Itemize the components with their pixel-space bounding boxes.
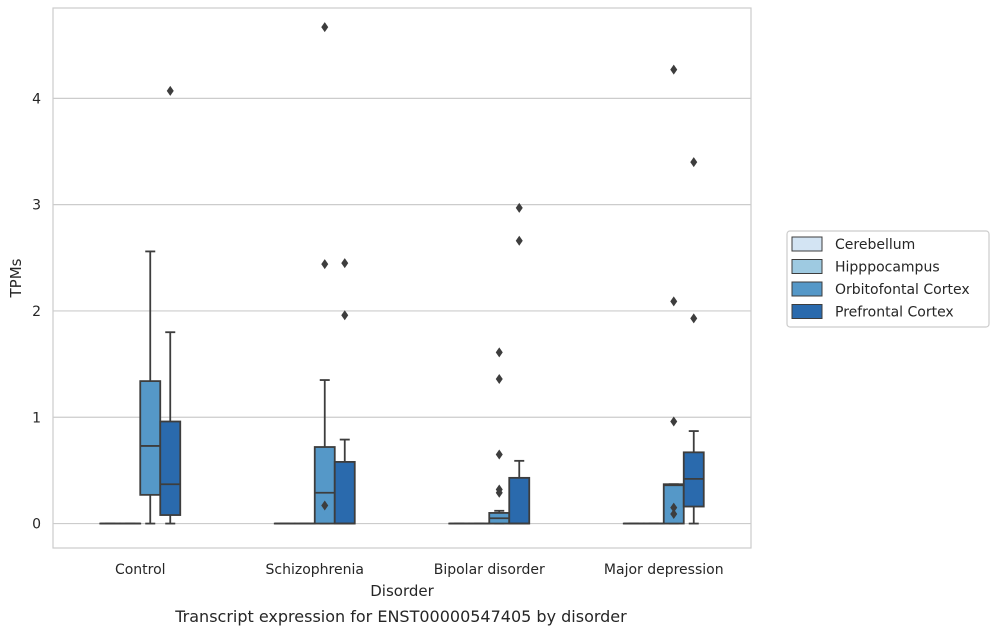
y-axis-ticks: 0 1 2 3 4 xyxy=(32,91,41,532)
outlier-point xyxy=(690,313,698,324)
outlier-point xyxy=(321,259,329,270)
x-axis-ticks: Control Schizophrenia Bipolar disorder Majo… xyxy=(115,562,724,578)
y-tick-label: 3 xyxy=(32,198,41,214)
outlier-point xyxy=(670,64,678,75)
legend-swatch xyxy=(791,304,823,319)
box-orbitofontal-cortex xyxy=(139,250,162,525)
box-body xyxy=(313,446,336,525)
box-prefrontal-cortex xyxy=(508,202,531,525)
box-series xyxy=(99,22,705,525)
y-tick-label: 4 xyxy=(32,91,41,107)
x-tick-label: Major depression xyxy=(604,562,724,578)
legend-frame xyxy=(786,230,990,328)
x-axis-title: Disorder xyxy=(370,582,434,600)
outlier-point xyxy=(495,347,503,358)
outlier-point xyxy=(670,296,678,307)
box-prefrontal-cortex xyxy=(682,157,705,525)
outlier-point xyxy=(670,416,678,427)
outlier-point xyxy=(670,508,678,519)
legend-label: Hipppocampus xyxy=(835,260,940,276)
outlier-point xyxy=(341,258,349,269)
box-prefrontal-cortex xyxy=(333,258,356,525)
legend-label: Cerebellum xyxy=(835,237,915,253)
x-tick-label: Schizophrenia xyxy=(266,562,364,578)
legend-label: Orbitofontal Cortex xyxy=(835,282,970,298)
outlier-point xyxy=(166,85,174,96)
box-orbitofontal-cortex xyxy=(488,347,511,525)
box-body xyxy=(333,460,356,525)
box-body xyxy=(139,380,162,496)
legend: Cerebellum Hipppocampus Orbitofontal Corte… xyxy=(786,230,990,328)
y-tick-label: 0 xyxy=(32,517,41,533)
outlier-point xyxy=(495,449,503,460)
outlier-point xyxy=(321,22,329,33)
outlier-point xyxy=(670,502,678,513)
box-prefrontal-cortex xyxy=(159,85,182,525)
outlier-point xyxy=(495,484,503,495)
x-tick-label: Control xyxy=(115,562,166,578)
box-body xyxy=(508,476,531,525)
chart-caption: Transcript expression for ENST0000054740… xyxy=(174,607,627,626)
y-axis-title: TPMs xyxy=(7,258,25,298)
x-tick-label: Bipolar disorder xyxy=(434,562,545,578)
outlier-point xyxy=(515,235,523,246)
outlier-point xyxy=(515,202,523,213)
box-orbitofontal-cortex xyxy=(662,64,685,525)
y-tick-label: 2 xyxy=(32,304,41,320)
legend-swatch xyxy=(791,259,823,274)
y-tick-label: 1 xyxy=(32,410,41,426)
legend-swatch xyxy=(791,236,823,252)
legend-swatch xyxy=(791,281,823,297)
legend-label: Prefrontal Cortex xyxy=(835,305,954,321)
outlier-point xyxy=(690,157,698,168)
outlier-point xyxy=(321,500,329,511)
outlier-point xyxy=(341,310,349,321)
outlier-point xyxy=(495,373,503,384)
box-body xyxy=(159,420,182,516)
